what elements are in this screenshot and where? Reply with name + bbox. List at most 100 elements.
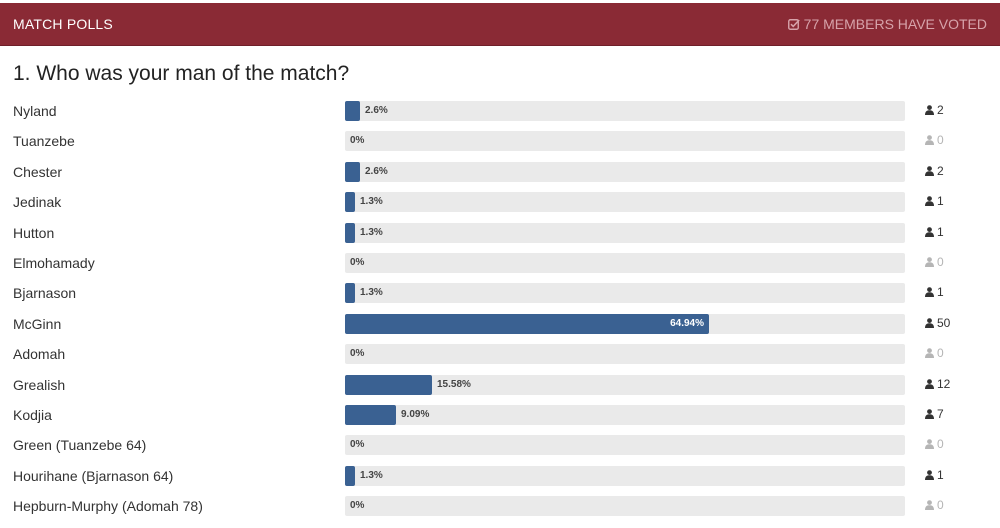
option-percentage: 15.58%: [437, 378, 471, 390]
user-icon: [925, 469, 934, 480]
progress-bar: 1.3%: [345, 465, 905, 486]
poll-option-row[interactable]: Hutton 1.3% 1: [0, 218, 1000, 248]
poll-option-row[interactable]: Grealish 15.58% 12: [0, 370, 1000, 400]
option-label: Tuanzebe: [13, 133, 75, 150]
poll-option-row[interactable]: Hourihane (Bjarnason 64) 1.3% 1: [0, 461, 1000, 491]
progress-bar: 1.3%: [345, 283, 905, 304]
vote-count-number: 2: [937, 163, 944, 178]
option-percentage: 0%: [350, 348, 365, 360]
user-icon: [925, 105, 934, 115]
option-percentage: 1.3%: [360, 226, 383, 238]
progress-bar: 0%: [345, 252, 905, 273]
option-percentage: 2.6%: [365, 165, 388, 177]
progress-bar-fill: [345, 465, 355, 486]
vote-count: 1: [925, 468, 944, 482]
progress-bar-fill: [345, 313, 709, 334]
poll-option-row[interactable]: Nyland 2.6% 2: [0, 96, 1000, 126]
progress-bar: 1.3%: [345, 222, 905, 243]
vote-count-number: 1: [937, 285, 944, 300]
vote-count-number: 0: [937, 346, 944, 361]
option-percentage: 0%: [350, 500, 365, 512]
progress-bar-fill: [345, 192, 355, 213]
user-icon: [925, 348, 934, 359]
progress-bar-fill: [345, 101, 360, 121]
progress-bar-fill: [345, 374, 432, 395]
vote-count-number: 1: [937, 194, 944, 209]
progress-bar: 0%: [345, 435, 905, 456]
vote-count: 2: [925, 103, 944, 117]
vote-count: 2: [925, 164, 944, 178]
poll-option-row[interactable]: Tuanzebe 0% 0: [0, 126, 1000, 156]
vote-count: 0: [925, 255, 944, 269]
option-label: Elmohamady: [13, 254, 95, 271]
poll-option-row[interactable]: Bjarnason 1.3% 1: [0, 278, 1000, 308]
progress-bar: 9.09%: [345, 404, 905, 425]
option-label: Adomah: [13, 346, 66, 363]
poll-option-row[interactable]: McGinn 64.94% 50: [0, 309, 1000, 339]
checkbox-icon: [787, 19, 800, 30]
option-percentage: 0%: [350, 135, 365, 147]
progress-bar: 0%: [345, 131, 905, 152]
user-icon: [925, 165, 934, 176]
option-percentage: 1.3%: [360, 196, 383, 208]
progress-bar: 64.94%: [345, 313, 905, 334]
poll-option-row[interactable]: Adomah 0% 0: [0, 339, 1000, 369]
option-label: Hepburn-Murphy (Adomah 78): [13, 498, 203, 515]
poll-option-row[interactable]: Green (Tuanzebe 64) 0% 0: [0, 430, 1000, 460]
user-icon: [925, 500, 934, 511]
user-icon: [925, 257, 934, 267]
progress-bar: 0%: [345, 496, 905, 517]
vote-count-number: 0: [937, 254, 944, 269]
vote-count: 7: [925, 407, 944, 421]
progress-bar-fill: [345, 222, 355, 243]
vote-count-number: 2: [937, 103, 944, 117]
vote-count-number: 1: [937, 467, 944, 482]
user-icon: [925, 317, 934, 328]
progress-bar: 2.6%: [345, 101, 905, 121]
poll-option-row[interactable]: Kodjia 9.09% 7: [0, 400, 1000, 430]
poll-option-row[interactable]: Hepburn-Murphy (Adomah 78) 0% 0: [0, 491, 1000, 521]
user-icon: [925, 378, 934, 389]
poll-option-row[interactable]: Chester 2.6% 2: [0, 157, 1000, 187]
user-icon: [925, 135, 934, 146]
user-icon: [925, 196, 934, 207]
poll-options: Nyland 2.6% 2 Tuanzebe 0% 0 Chester 2.6% 2 Jedina…: [0, 96, 1000, 521]
option-label: Nyland: [13, 103, 57, 119]
poll-title: MATCH POLLS: [13, 16, 113, 32]
option-label: Bjarnason: [13, 285, 77, 302]
poll-option-row[interactable]: Jedinak 1.3% 1: [0, 187, 1000, 217]
option-label: Green (Tuanzebe 64): [13, 437, 147, 454]
user-icon: [925, 287, 934, 298]
vote-count-number: 7: [937, 406, 944, 421]
vote-count: 0: [925, 133, 944, 147]
option-percentage: 1.3%: [360, 287, 383, 299]
poll-option-row[interactable]: Elmohamady 0% 0: [0, 248, 1000, 278]
option-label: Kodjia: [13, 406, 52, 423]
option-percentage: 0%: [350, 256, 365, 268]
vote-count: 1: [925, 285, 944, 299]
poll-header: MATCH POLLS 77 MEMBERS HAVE VOTED: [0, 3, 1000, 46]
progress-bar: 0%: [345, 344, 905, 365]
option-percentage: 1.3%: [360, 469, 383, 481]
option-label: Jedinak: [13, 194, 62, 211]
user-icon: [925, 226, 934, 237]
option-percentage: 0%: [350, 439, 365, 451]
option-label: Hutton: [13, 224, 55, 241]
voted-status: 77 MEMBERS HAVE VOTED: [787, 16, 987, 32]
option-percentage: 9.09%: [401, 408, 430, 420]
vote-count-number: 1: [937, 224, 944, 239]
question-title: 1. Who was your man of the match?: [13, 62, 350, 85]
vote-count-number: 0: [937, 133, 944, 148]
user-icon: [925, 409, 934, 419]
vote-count: 0: [925, 437, 944, 451]
option-percentage: 2.6%: [365, 105, 388, 116]
progress-bar-fill: [345, 283, 355, 304]
progress-bar-fill: [345, 404, 396, 425]
vote-count: 50: [925, 316, 950, 330]
vote-count-number: 0: [937, 498, 944, 513]
option-percentage: 64.94%: [670, 317, 704, 329]
vote-count: 1: [925, 194, 944, 208]
option-label: McGinn: [13, 315, 62, 332]
vote-count: 0: [925, 498, 944, 512]
vote-count: 0: [925, 346, 944, 360]
